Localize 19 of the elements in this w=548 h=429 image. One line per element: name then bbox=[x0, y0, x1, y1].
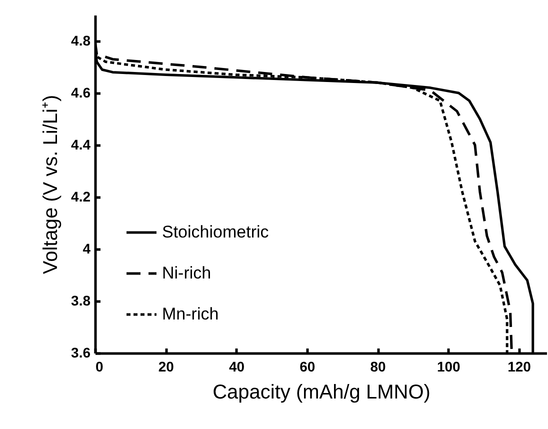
x-tick-label: 20 bbox=[158, 358, 174, 374]
y-tick-label: 3.8 bbox=[71, 292, 91, 308]
x-axis-title: Capacity (mAh/g LMNO) bbox=[212, 382, 430, 404]
y-axis-title: Voltage (V vs. Li/Li⁺) bbox=[40, 94, 62, 274]
legend-label: Stoichiometric bbox=[162, 222, 270, 242]
x-tick-label: 40 bbox=[228, 358, 245, 374]
x-tick-label: 60 bbox=[300, 358, 316, 374]
y-tick-label: 4.8 bbox=[71, 32, 91, 48]
x-tick-label: 120 bbox=[508, 358, 532, 374]
y-tick-label: 4 bbox=[82, 240, 91, 256]
y-tick-label: 4.4 bbox=[71, 136, 91, 152]
x-tick-label: 0 bbox=[96, 358, 104, 374]
legend-label: Mn-rich bbox=[162, 304, 219, 324]
y-tick-label: 3.6 bbox=[71, 344, 91, 360]
legend-label: Ni-rich bbox=[162, 264, 212, 282]
x-tick-label: 100 bbox=[436, 358, 461, 374]
y-tick-label: 4.2 bbox=[71, 188, 91, 204]
x-tick-label: 80 bbox=[370, 358, 386, 374]
y-tick-label: 4.6 bbox=[71, 84, 91, 100]
